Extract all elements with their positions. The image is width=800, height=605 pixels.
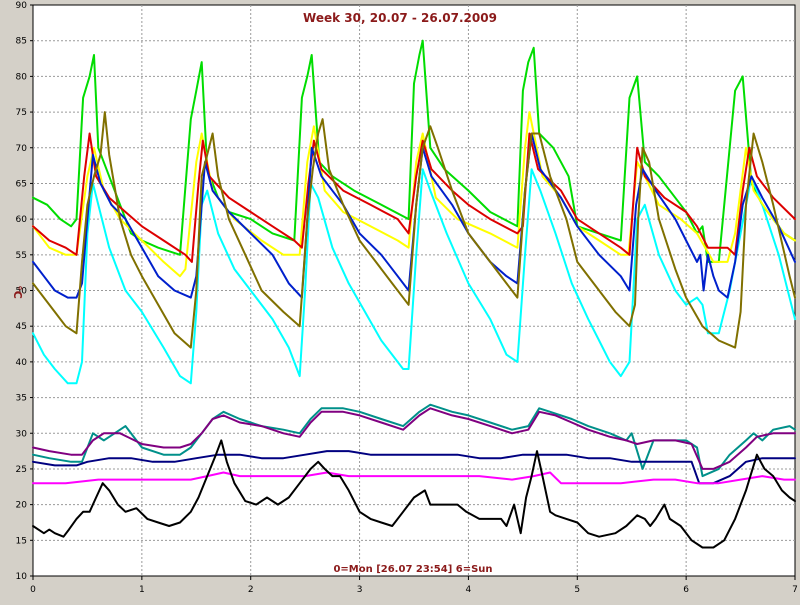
y-tick-label: 85 [16, 37, 27, 47]
y-tick-label: 55 [16, 251, 27, 261]
y-tick-label: 35 [16, 394, 27, 404]
x-tick-label: 1 [139, 585, 145, 595]
x-axis-label: 0=Mon [26.07 23:54] 6=Sun [333, 564, 492, 575]
x-tick-label: 5 [574, 585, 580, 595]
series-line-7 [32, 407, 796, 470]
y-tick-label: 45 [16, 322, 27, 332]
x-tick-label: 7 [792, 585, 798, 595]
y-tick-label: 60 [16, 215, 28, 225]
x-tick-label: 0 [30, 585, 36, 595]
y-tick-label: 70 [16, 144, 28, 154]
y-tick-label: 40 [16, 358, 28, 368]
y-tick-label: 15 [16, 536, 27, 546]
y-tick-label: 20 [16, 501, 28, 511]
series-line-3 [32, 132, 796, 263]
series-line-6 [32, 403, 796, 478]
series-layer [32, 39, 796, 549]
y-axis-label: °C [11, 285, 24, 299]
y-tick-label: 50 [16, 287, 28, 297]
x-tick-label: 6 [683, 585, 689, 595]
series-line-10 [32, 439, 796, 549]
series-line-8 [32, 450, 796, 485]
y-tick-label: 65 [16, 179, 27, 189]
series-line-9 [32, 471, 796, 485]
series-line-5 [32, 111, 796, 349]
series-line-1 [32, 168, 796, 385]
chart-title: Week 30, 20.07 - 26.07.2009 [303, 11, 497, 25]
y-tick-label: 90 [16, 1, 28, 11]
x-tick-label: 3 [357, 585, 363, 595]
y-tick-label: 30 [16, 429, 28, 439]
y-tick-label: 75 [16, 108, 27, 118]
x-tick-label: 2 [248, 585, 254, 595]
y-tick-label: 10 [16, 572, 28, 582]
x-tick-label: 4 [466, 585, 472, 595]
y-tick-label: 80 [16, 72, 28, 82]
y-tick-label: 25 [16, 465, 27, 475]
series-line-2 [32, 111, 796, 278]
